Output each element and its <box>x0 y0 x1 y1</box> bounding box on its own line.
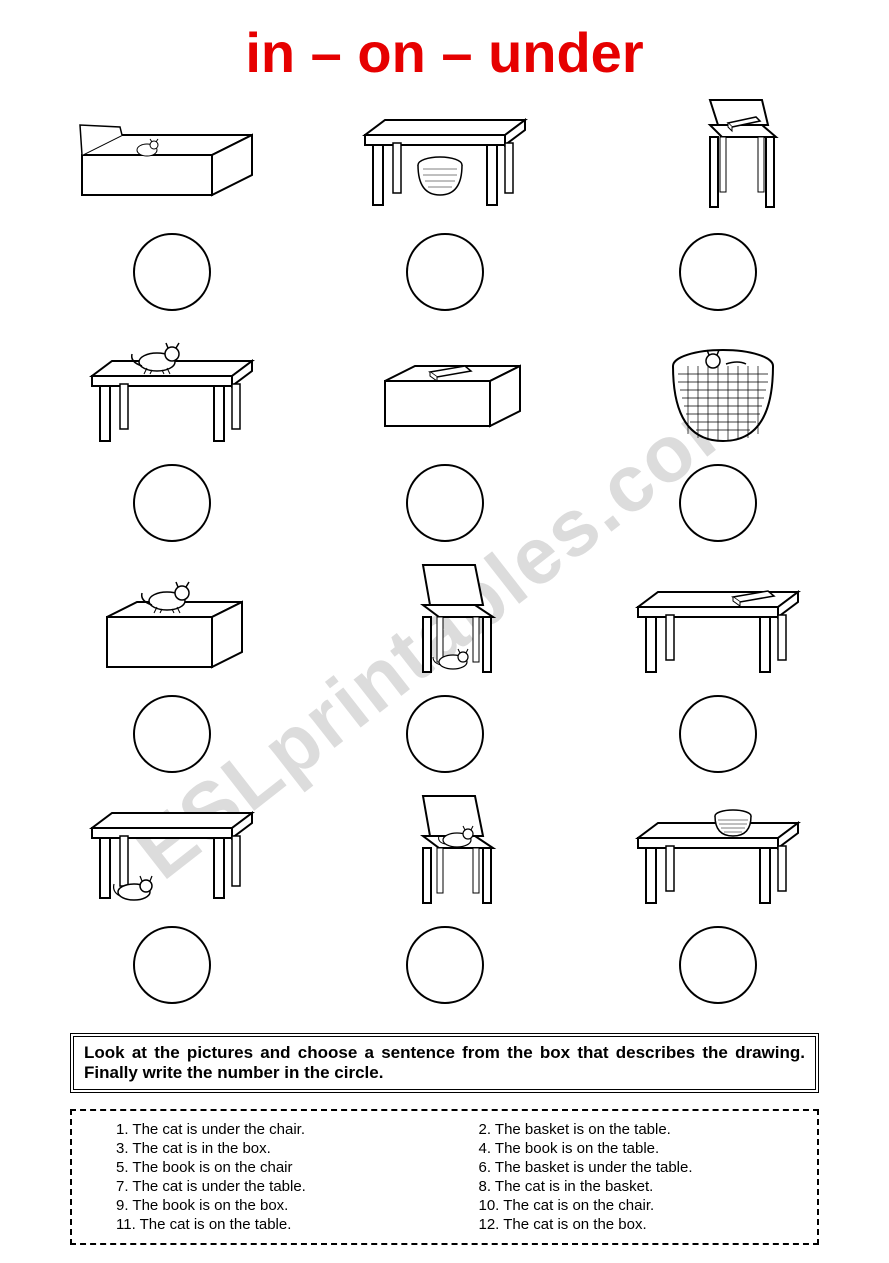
picture-grid <box>40 95 849 1013</box>
worksheet-title: in – on – under <box>40 20 849 85</box>
cell-7 <box>40 557 303 782</box>
picture-cat-under-table <box>72 788 272 918</box>
cell-12 <box>586 788 849 1013</box>
sentence-11: 11. The cat is on the table. <box>86 1216 441 1233</box>
sentence-8: 8. The cat is in the basket. <box>449 1178 804 1195</box>
sentence-9: 9. The book is on the box. <box>86 1197 441 1214</box>
picture-cat-in-box <box>72 95 272 225</box>
picture-book-on-table <box>618 557 818 687</box>
sentence-12: 12. The cat is on the box. <box>449 1216 804 1233</box>
answer-circle-10[interactable] <box>133 926 211 1004</box>
answer-circle-11[interactable] <box>406 926 484 1004</box>
sentence-7: 7. The cat is under the table. <box>86 1178 441 1195</box>
cell-8 <box>313 557 576 782</box>
answer-circle-5[interactable] <box>406 464 484 542</box>
picture-cat-in-basket <box>618 326 818 456</box>
cell-4 <box>40 326 303 551</box>
picture-cat-on-box <box>72 557 272 687</box>
sentence-5: 5. The book is on the chair <box>86 1159 441 1176</box>
cell-1 <box>40 95 303 320</box>
picture-basket-on-table <box>618 788 818 918</box>
sentence-2: 2. The basket is on the table. <box>449 1121 804 1138</box>
cell-2 <box>313 95 576 320</box>
sentence-6: 6. The basket is under the table. <box>449 1159 804 1176</box>
answer-circle-3[interactable] <box>679 233 757 311</box>
answer-circle-1[interactable] <box>133 233 211 311</box>
answer-circle-9[interactable] <box>679 695 757 773</box>
sentence-10: 10. The cat is on the chair. <box>449 1197 804 1214</box>
cell-3 <box>586 95 849 320</box>
cell-10 <box>40 788 303 1013</box>
sentence-1: 1. The cat is under the chair. <box>86 1121 441 1138</box>
cell-11 <box>313 788 576 1013</box>
picture-cat-on-chair <box>345 788 545 918</box>
answer-circle-4[interactable] <box>133 464 211 542</box>
picture-book-on-chair <box>618 95 818 225</box>
picture-basket-under-table <box>345 95 545 225</box>
sentence-4: 4. The book is on the table. <box>449 1140 804 1157</box>
cell-5 <box>313 326 576 551</box>
cell-9 <box>586 557 849 782</box>
sentences-box: 1. The cat is under the chair. 2. The bas… <box>70 1109 819 1245</box>
answer-circle-7[interactable] <box>133 695 211 773</box>
picture-book-on-box <box>345 326 545 456</box>
answer-circle-12[interactable] <box>679 926 757 1004</box>
picture-cat-on-table <box>72 326 272 456</box>
cell-6 <box>586 326 849 551</box>
instructions-box: Look at the pictures and choose a senten… <box>70 1033 819 1093</box>
answer-circle-6[interactable] <box>679 464 757 542</box>
answer-circle-8[interactable] <box>406 695 484 773</box>
picture-cat-under-chair <box>345 557 545 687</box>
instructions-text: Look at the pictures and choose a senten… <box>84 1043 805 1083</box>
sentence-3: 3. The cat is in the box. <box>86 1140 441 1157</box>
answer-circle-2[interactable] <box>406 233 484 311</box>
